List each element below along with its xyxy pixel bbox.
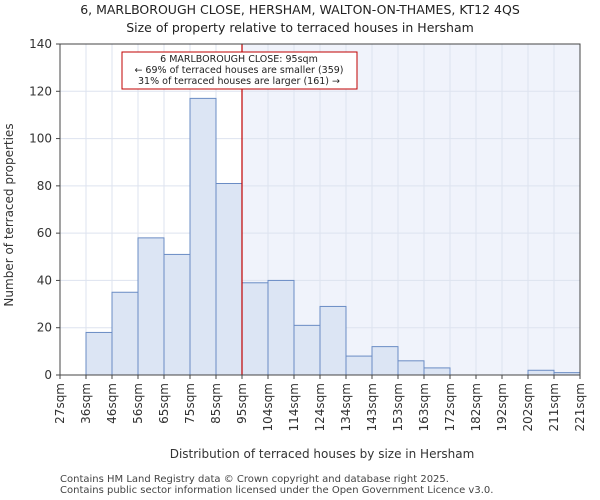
x-tick-label: 221sqm bbox=[573, 383, 587, 431]
x-tick-label: 104sqm bbox=[261, 383, 275, 431]
x-tick-label: 95sqm bbox=[235, 383, 249, 424]
y-tick-label: 80 bbox=[37, 179, 52, 193]
histogram-bar bbox=[111, 291, 139, 376]
chart-subtitle: Size of property relative to terraced ho… bbox=[126, 20, 474, 35]
x-tick-label: 134sqm bbox=[339, 383, 353, 431]
histogram-bar bbox=[527, 369, 555, 376]
histogram-bar bbox=[397, 360, 425, 376]
histogram-bar bbox=[345, 355, 373, 376]
larger-region-shade bbox=[242, 44, 580, 375]
x-tick-label: 56sqm bbox=[131, 383, 145, 424]
annotation-line-3: 31% of terraced houses are larger (161) … bbox=[138, 76, 340, 87]
marker-annotation: 6 MARLBOROUGH CLOSE: 95sqm ← 69% of terr… bbox=[121, 51, 358, 90]
x-axis-label: Distribution of terraced houses by size … bbox=[170, 447, 475, 461]
histogram-bar bbox=[241, 282, 269, 376]
annotation-line-2: ← 69% of terraced houses are smaller (35… bbox=[134, 65, 343, 76]
y-tick-label: 40 bbox=[37, 273, 52, 287]
y-tick-label: 120 bbox=[29, 84, 52, 98]
x-tick-label: 211sqm bbox=[547, 383, 561, 431]
histogram-bar bbox=[163, 253, 191, 376]
footer-line-1: Contains HM Land Registry data © Crown c… bbox=[60, 474, 449, 485]
histogram-chart: 0 20 40 60 80 100 120 140 27sqm 36sqm 46sqm 56sqm 6… bbox=[2, 37, 587, 461]
annotation-line-1: 6 MARLBOROUGH CLOSE: 95sqm bbox=[160, 54, 318, 65]
y-tick-label: 0 bbox=[44, 368, 52, 382]
footer-line-2: Contains public sector information licen… bbox=[60, 485, 494, 496]
y-axis-label: Number of terraced properties bbox=[2, 123, 16, 306]
x-tick-label: 27sqm bbox=[53, 383, 67, 424]
y-tick-label: 60 bbox=[37, 226, 52, 240]
x-tick-label: 124sqm bbox=[313, 383, 327, 431]
histogram-bar bbox=[215, 182, 243, 376]
x-tick-label: 192sqm bbox=[495, 383, 509, 431]
histogram-bar bbox=[85, 331, 113, 376]
y-tick-label: 100 bbox=[29, 132, 52, 146]
histogram-bar bbox=[293, 324, 321, 376]
x-tick-label: 153sqm bbox=[391, 383, 405, 431]
x-tick-label: 75sqm bbox=[183, 383, 197, 424]
x-tick-label: 85sqm bbox=[209, 383, 223, 424]
histogram-bar bbox=[189, 97, 217, 376]
x-tick-label: 36sqm bbox=[79, 383, 93, 424]
annotation-box bbox=[121, 51, 358, 90]
x-tick-label: 163sqm bbox=[417, 383, 431, 431]
y-tick-label: 20 bbox=[37, 321, 52, 335]
histogram-bar bbox=[319, 305, 347, 376]
x-tick-label: 46sqm bbox=[105, 383, 119, 424]
x-tick-label: 65sqm bbox=[157, 383, 171, 424]
x-tick-label: 172sqm bbox=[443, 383, 457, 431]
x-tick-label: 143sqm bbox=[365, 383, 379, 431]
histogram-bar bbox=[267, 279, 295, 376]
x-tick-label: 202sqm bbox=[521, 383, 535, 431]
chart-title: 6, MARLBOROUGH CLOSE, HERSHAM, WALTON-ON… bbox=[80, 2, 520, 17]
x-tick-label: 182sqm bbox=[469, 383, 483, 431]
x-tick-label: 114sqm bbox=[287, 383, 301, 431]
histogram-bar bbox=[371, 346, 399, 376]
y-tick-label: 140 bbox=[29, 37, 52, 51]
histogram-bar bbox=[137, 237, 165, 376]
histogram-bar bbox=[423, 367, 451, 376]
